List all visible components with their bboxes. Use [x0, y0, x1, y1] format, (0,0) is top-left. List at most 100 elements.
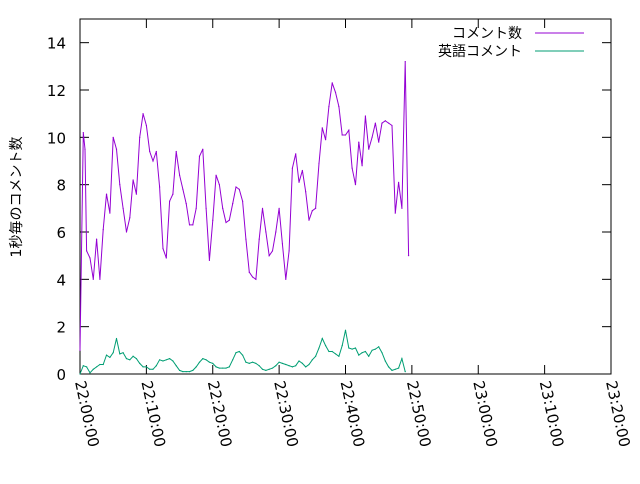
data-point — [361, 165, 363, 167]
data-point — [331, 350, 333, 353]
data-point — [175, 150, 177, 153]
data-point — [222, 207, 224, 209]
x-tick-label: 22:10:00 — [137, 379, 169, 449]
data-point — [364, 115, 367, 117]
data-point — [295, 153, 297, 155]
data-point — [407, 255, 410, 257]
data-point — [324, 139, 327, 141]
data-point — [398, 181, 400, 183]
data-point — [354, 347, 357, 349]
data-point — [354, 184, 357, 186]
data-point — [218, 184, 220, 186]
data-point — [129, 359, 131, 361]
data-point — [281, 243, 284, 245]
y-tick-label: 8 — [56, 177, 66, 195]
data-point — [225, 221, 227, 224]
data-point — [348, 129, 350, 131]
data-point — [115, 148, 118, 150]
data-point — [99, 363, 101, 366]
data-point — [308, 219, 310, 221]
data-point — [165, 257, 167, 259]
data-point — [315, 355, 317, 357]
x-tick-label: 22:50:00 — [403, 379, 435, 449]
data-point — [132, 355, 134, 357]
series-line-1 — [79, 330, 406, 375]
data-point — [202, 148, 204, 150]
data-point — [232, 359, 234, 361]
data-point — [344, 329, 347, 331]
data-point — [139, 362, 141, 364]
data-point — [315, 207, 317, 209]
data-point — [205, 207, 207, 209]
data-point — [218, 367, 220, 369]
data-point — [338, 355, 340, 357]
data-point — [175, 365, 177, 367]
data-point — [371, 136, 373, 138]
data-point — [404, 61, 406, 63]
data-point — [129, 217, 131, 219]
data-point — [391, 369, 393, 372]
y-axis-title: 1秒毎のコメント数 — [9, 137, 25, 258]
data-point — [288, 250, 290, 252]
data-point — [149, 150, 151, 153]
data-point — [288, 365, 290, 367]
data-point — [351, 348, 353, 350]
data-point — [152, 368, 154, 370]
legend-label: 英語コメント — [438, 43, 522, 60]
data-point — [384, 360, 386, 362]
data-point — [109, 356, 111, 359]
data-point — [358, 354, 360, 356]
data-point — [92, 368, 94, 370]
data-point — [242, 354, 244, 356]
ticks-layer: 0 2 4 6 8 10 12 14 22:00:00 22:10:00 22:20:00 22:30… — [47, 19, 634, 449]
x-tick-label: 22:00:00 — [71, 379, 103, 449]
series-line-0 — [79, 61, 410, 351]
data-point — [255, 362, 257, 364]
data-point — [278, 361, 280, 363]
data-point — [305, 191, 307, 193]
data-point — [298, 181, 300, 183]
data-point — [145, 124, 147, 127]
data-point — [235, 186, 237, 188]
data-point — [82, 132, 84, 134]
data-point — [238, 188, 240, 190]
data-point — [238, 350, 240, 353]
x-tick-label: 22:30:00 — [270, 379, 302, 449]
data-point — [139, 136, 141, 138]
data-point — [145, 366, 147, 368]
data-point — [142, 366, 144, 368]
data-point — [291, 167, 293, 169]
data-point — [404, 371, 406, 373]
data-point — [112, 352, 114, 354]
data-point — [99, 278, 101, 280]
data-point — [242, 200, 244, 202]
data-point — [368, 355, 370, 357]
data-point — [228, 366, 230, 368]
data-point — [155, 365, 157, 367]
data-point — [401, 358, 403, 360]
data-point — [361, 352, 363, 354]
data-point — [215, 366, 217, 368]
data-point — [285, 278, 287, 280]
data-point — [391, 124, 393, 127]
data-point — [208, 361, 211, 363]
data-point — [368, 148, 370, 150]
data-point — [178, 174, 181, 176]
data-point — [135, 358, 138, 360]
data-point — [301, 362, 303, 364]
data-point — [321, 127, 323, 129]
data-point — [275, 231, 277, 233]
data-point — [188, 371, 191, 373]
data-point — [384, 120, 386, 122]
y-tick-label: 12 — [47, 82, 66, 100]
data-point — [79, 349, 81, 351]
data-point — [198, 155, 201, 157]
data-point — [394, 212, 396, 214]
data-point — [364, 350, 367, 353]
data-point — [344, 134, 347, 136]
data-point — [381, 352, 383, 354]
data-point — [394, 368, 396, 370]
data-point — [251, 361, 254, 363]
data-point — [125, 358, 128, 360]
